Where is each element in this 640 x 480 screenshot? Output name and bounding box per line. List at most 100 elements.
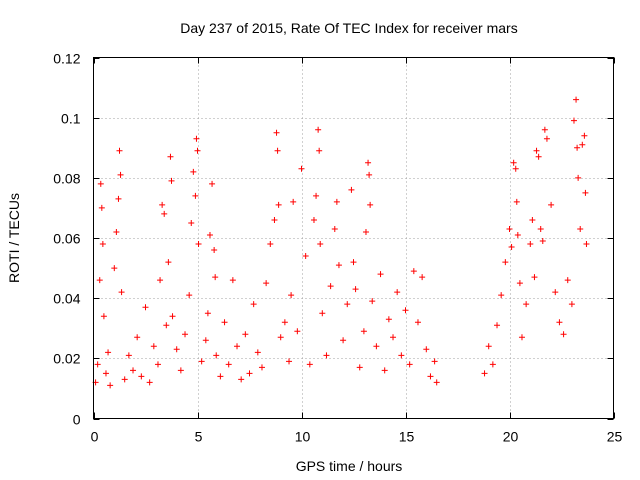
data-point bbox=[394, 289, 401, 296]
data-point bbox=[271, 216, 278, 223]
data-point bbox=[402, 307, 409, 314]
data-point bbox=[531, 274, 538, 281]
data-point bbox=[365, 159, 372, 166]
data-point bbox=[356, 364, 363, 371]
data-point bbox=[333, 198, 340, 205]
data-point bbox=[529, 216, 536, 223]
data-point bbox=[107, 382, 114, 389]
data-point bbox=[527, 241, 534, 248]
y-tick-label: 0.12 bbox=[53, 51, 80, 67]
data-point bbox=[539, 238, 546, 245]
data-point bbox=[543, 135, 550, 142]
data-point bbox=[267, 241, 274, 248]
data-point bbox=[254, 349, 261, 356]
y-tick-label: 0.1 bbox=[61, 111, 81, 127]
data-point bbox=[340, 337, 347, 344]
data-point bbox=[573, 96, 580, 103]
data-point bbox=[97, 180, 104, 187]
data-point bbox=[579, 141, 586, 148]
data-point bbox=[221, 319, 228, 326]
data-point bbox=[568, 301, 575, 308]
data-point bbox=[194, 147, 201, 154]
data-point bbox=[385, 316, 392, 323]
data-point bbox=[150, 343, 157, 350]
data-point bbox=[182, 331, 189, 338]
data-point bbox=[173, 346, 180, 353]
data-point bbox=[193, 135, 200, 142]
x-axis-label: GPS time / hours bbox=[296, 458, 403, 474]
data-point bbox=[202, 337, 209, 344]
y-tick-label: 0.08 bbox=[53, 171, 80, 187]
data-point bbox=[431, 358, 438, 365]
data-point bbox=[225, 361, 232, 368]
data-point bbox=[206, 231, 213, 238]
data-point bbox=[485, 343, 492, 350]
data-point bbox=[204, 310, 211, 317]
data-point bbox=[518, 334, 525, 341]
data-point bbox=[115, 195, 122, 202]
data-point bbox=[331, 225, 338, 232]
data-point bbox=[242, 331, 249, 338]
data-point bbox=[581, 132, 588, 139]
x-tick-label: 10 bbox=[295, 429, 311, 445]
data-point bbox=[288, 292, 295, 299]
data-point bbox=[98, 204, 105, 211]
data-point bbox=[535, 153, 542, 160]
data-point bbox=[94, 361, 101, 368]
data-point bbox=[348, 186, 355, 193]
y-tick-label: 0.04 bbox=[53, 291, 80, 307]
data-point bbox=[274, 147, 281, 154]
data-point bbox=[188, 219, 195, 226]
y-tick-label: 0.06 bbox=[53, 231, 80, 247]
data-point bbox=[121, 376, 128, 383]
data-point bbox=[229, 277, 236, 284]
x-tick-label: 20 bbox=[503, 429, 519, 445]
data-point bbox=[165, 259, 172, 266]
x-tick-label: 5 bbox=[195, 429, 203, 445]
x-tick-label: 0 bbox=[91, 429, 99, 445]
data-point bbox=[423, 346, 430, 353]
data-point bbox=[360, 328, 367, 335]
axis-ticks: 0 0.02 0.04 0.06 0.08 0.1 0.12 0 5 10 15 20 25 bbox=[53, 51, 622, 445]
data-point bbox=[316, 147, 323, 154]
data-point bbox=[564, 277, 571, 284]
data-point bbox=[367, 201, 374, 208]
data-point bbox=[146, 379, 153, 386]
data-point bbox=[117, 171, 124, 178]
data-point bbox=[414, 319, 421, 326]
data-point bbox=[118, 289, 125, 296]
data-point bbox=[381, 367, 388, 374]
data-point bbox=[323, 352, 330, 359]
data-point bbox=[298, 165, 305, 172]
data-point bbox=[552, 289, 559, 296]
data-point bbox=[352, 286, 359, 293]
data-point bbox=[195, 241, 202, 248]
data-point bbox=[377, 271, 384, 278]
data-point bbox=[100, 313, 107, 320]
data-point bbox=[306, 361, 313, 368]
data-point bbox=[125, 352, 132, 359]
data-point bbox=[142, 304, 149, 311]
data-point bbox=[494, 322, 501, 329]
data-point bbox=[406, 361, 413, 368]
data-point bbox=[344, 301, 351, 308]
x-tick-label: 25 bbox=[607, 429, 623, 445]
data-point bbox=[541, 126, 548, 133]
data-point bbox=[502, 259, 509, 266]
data-point bbox=[315, 126, 322, 133]
data-point bbox=[286, 358, 293, 365]
data-point bbox=[410, 268, 417, 275]
x-tick-label: 15 bbox=[399, 429, 415, 445]
data-point bbox=[217, 373, 224, 380]
data-point bbox=[168, 177, 175, 184]
data-point bbox=[258, 364, 265, 371]
data-point bbox=[508, 244, 515, 251]
data-point bbox=[238, 376, 245, 383]
data-point bbox=[523, 301, 530, 308]
y-tick-label: 0 bbox=[73, 412, 81, 428]
data-point bbox=[481, 370, 488, 377]
data-point bbox=[177, 367, 184, 374]
data-point bbox=[138, 373, 145, 380]
data-point bbox=[516, 280, 523, 287]
